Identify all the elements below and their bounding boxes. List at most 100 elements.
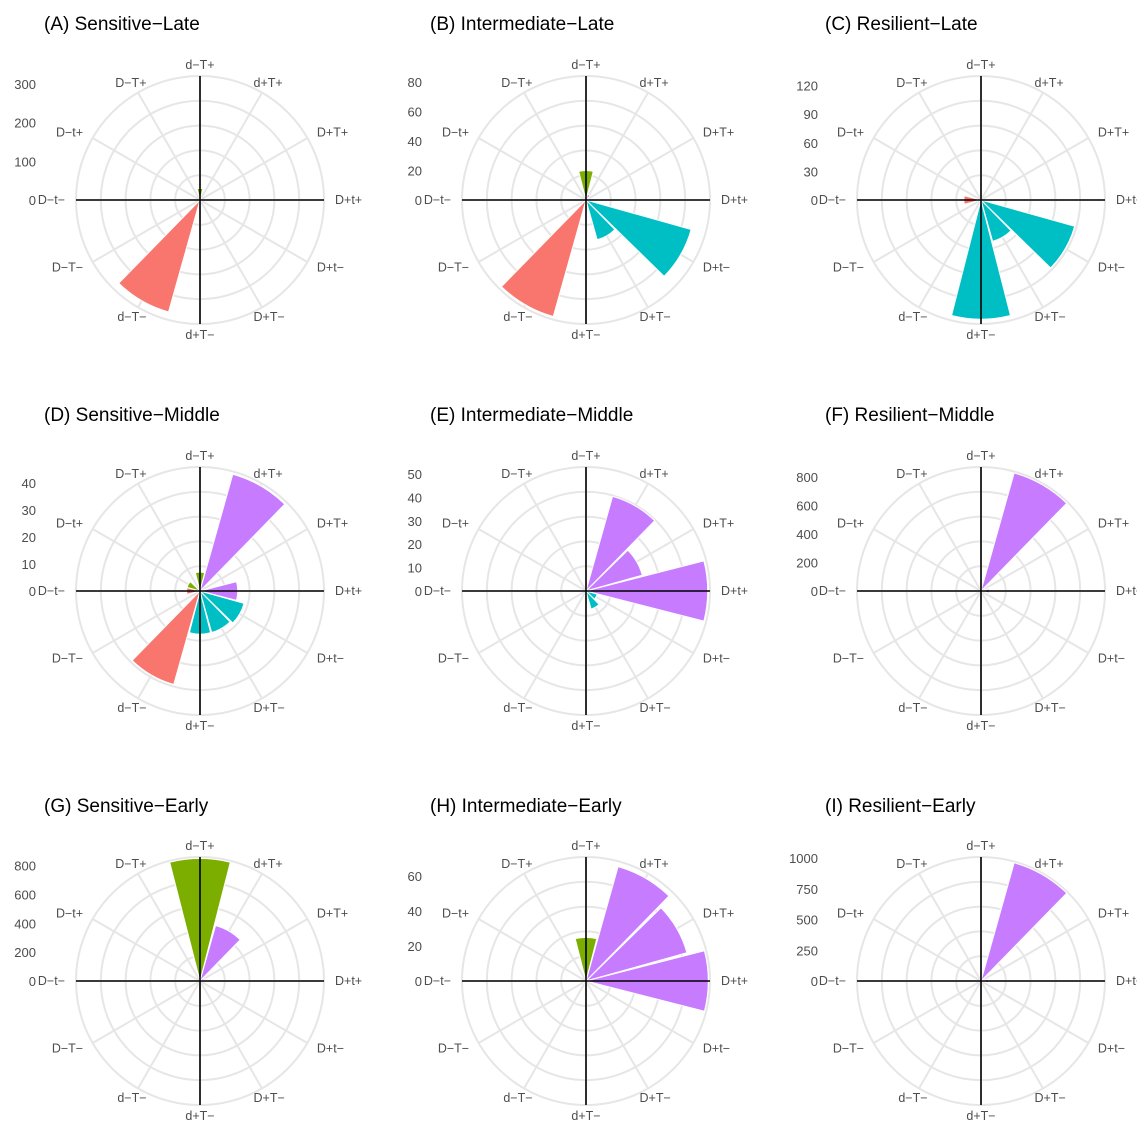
- bar-d-T-: [500, 199, 587, 318]
- bar-d+T-: [585, 590, 600, 610]
- category-label: D+T−: [640, 701, 671, 715]
- category-label: D−T+: [115, 76, 146, 90]
- category-label: D−T+: [896, 76, 927, 90]
- radial-tick-label: 20: [22, 530, 36, 545]
- grid-spoke: [980, 590, 1044, 699]
- category-label: d−T+: [185, 449, 214, 463]
- grid-spoke: [92, 199, 201, 263]
- grid-spoke: [92, 528, 201, 592]
- radial-tick-label: 10: [22, 557, 36, 572]
- radial-tick-label: 200: [14, 116, 36, 131]
- grid-spoke: [199, 92, 263, 201]
- radial-tick-label: 800: [796, 470, 818, 485]
- radial-tick-label: 60: [408, 869, 422, 884]
- bar-d+T+: [980, 472, 1068, 592]
- grid-spoke: [585, 980, 649, 1089]
- category-label: D−T+: [896, 857, 927, 871]
- grid-spoke: [199, 918, 308, 982]
- grid-spoke: [873, 980, 982, 1044]
- grid-spoke: [478, 528, 587, 592]
- category-label: D−t+: [442, 517, 469, 531]
- category-label: D−T−: [833, 261, 864, 275]
- grid-spoke: [478, 199, 587, 263]
- radial-tick-label: 40: [22, 476, 36, 491]
- category-label: D−t−: [38, 974, 65, 988]
- category-label: d+T+: [640, 857, 669, 871]
- radial-tick-label: 400: [14, 916, 36, 931]
- radial-tick-label: 0: [29, 193, 36, 208]
- category-label: D+t−: [317, 261, 344, 275]
- category-label: D+t+: [721, 193, 748, 207]
- category-label: D−t−: [38, 584, 65, 598]
- rose-panel-2: (B) Intermediate−Late d−T+ d+T+ D+T+ D+t+ D+t…: [408, 14, 749, 342]
- rose-panel-3: (C) Resilient−Late d−T+ d+T+ D+T+ D+t+ D+t− D+…: [796, 14, 1137, 342]
- panel-title: (I) Resilient−Early: [825, 796, 976, 817]
- category-label: d+T+: [640, 467, 669, 481]
- bar-d+T-: [199, 590, 245, 624]
- category-label: d+T+: [1035, 76, 1064, 90]
- rose-panel-6: (F) Resilient−Middle d−T+ d+T+ D+T+ D+t+ D+t−…: [796, 405, 1137, 733]
- radial-tick-label: 1000: [789, 851, 818, 866]
- category-label: D−t+: [837, 907, 864, 921]
- grid-spoke: [92, 918, 201, 982]
- radial-tick-label: 30: [22, 503, 36, 518]
- radial-tick-label: 250: [796, 943, 818, 958]
- panel-title: (G) Sensitive−Early: [44, 796, 209, 817]
- category-label: d+T+: [640, 76, 669, 90]
- category-label: D+T−: [1035, 1091, 1066, 1105]
- grid-spoke: [92, 590, 201, 654]
- grid-spoke: [585, 137, 694, 201]
- category-label: d−T+: [185, 58, 214, 72]
- category-label: D−T+: [115, 857, 146, 871]
- grid-spoke: [873, 199, 982, 263]
- panel-title: (B) Intermediate−Late: [430, 14, 614, 35]
- grid-spoke: [199, 528, 308, 592]
- category-label: d−T−: [898, 1091, 927, 1105]
- category-label: d−T−: [898, 701, 927, 715]
- category-label: d−T+: [571, 839, 600, 853]
- panel-title: (C) Resilient−Late: [825, 14, 978, 35]
- category-label: D+T+: [317, 907, 348, 921]
- category-label: D−T−: [52, 652, 83, 666]
- category-label: D−t+: [56, 517, 83, 531]
- radial-tick-label: 80: [408, 75, 422, 90]
- category-label: D+t−: [317, 652, 344, 666]
- rose-panel-5: (E) Intermediate−Middle d−T+ d+T+ D+T+ D+t+ D…: [408, 405, 749, 733]
- grid-spoke: [585, 590, 649, 699]
- radial-tick-label: 60: [804, 136, 818, 151]
- category-label: D+T−: [254, 1091, 285, 1105]
- panel-title: (E) Intermediate−Middle: [430, 405, 633, 426]
- category-label: D+T−: [1035, 701, 1066, 715]
- category-label: D−t+: [442, 907, 469, 921]
- grid-spoke: [523, 483, 587, 592]
- radial-tick-label: 90: [804, 107, 818, 122]
- panel-title: (D) Sensitive−Middle: [44, 405, 220, 426]
- category-label: D−t−: [424, 584, 451, 598]
- grid-spoke: [585, 980, 694, 1044]
- radial-tick-label: 0: [415, 193, 422, 208]
- grid-spoke: [918, 92, 982, 201]
- category-label: d+T−: [571, 1109, 600, 1123]
- category-label: D+t−: [1098, 1042, 1125, 1056]
- category-label: D−T+: [896, 467, 927, 481]
- category-label: D−T−: [833, 1042, 864, 1056]
- bar-d+T-: [199, 590, 231, 634]
- category-label: D−t−: [424, 974, 451, 988]
- rose-panel-8: (H) Intermediate−Early d−T+ d+T+ D+T+ D+t+ D+…: [408, 796, 749, 1123]
- rose-panel-1: (A) Sensitive−Late d−T+ d+T+ D+T+ D+t+ D+t− D+…: [14, 14, 362, 342]
- grid-spoke: [199, 199, 263, 308]
- category-label: d−T+: [966, 58, 995, 72]
- radial-tick-label: 20: [408, 939, 422, 954]
- radial-tick-label: 10: [408, 561, 422, 576]
- radial-tick-label: 300: [14, 77, 36, 92]
- grid-spoke: [980, 137, 1089, 201]
- radial-tick-label: 0: [415, 584, 422, 599]
- category-label: D+T+: [1098, 907, 1129, 921]
- radial-tick-label: 20: [408, 163, 422, 178]
- grid-spoke: [980, 980, 1089, 1044]
- grid-spoke: [918, 483, 982, 592]
- bar-d+T+: [585, 495, 656, 592]
- grid-spoke: [137, 92, 201, 201]
